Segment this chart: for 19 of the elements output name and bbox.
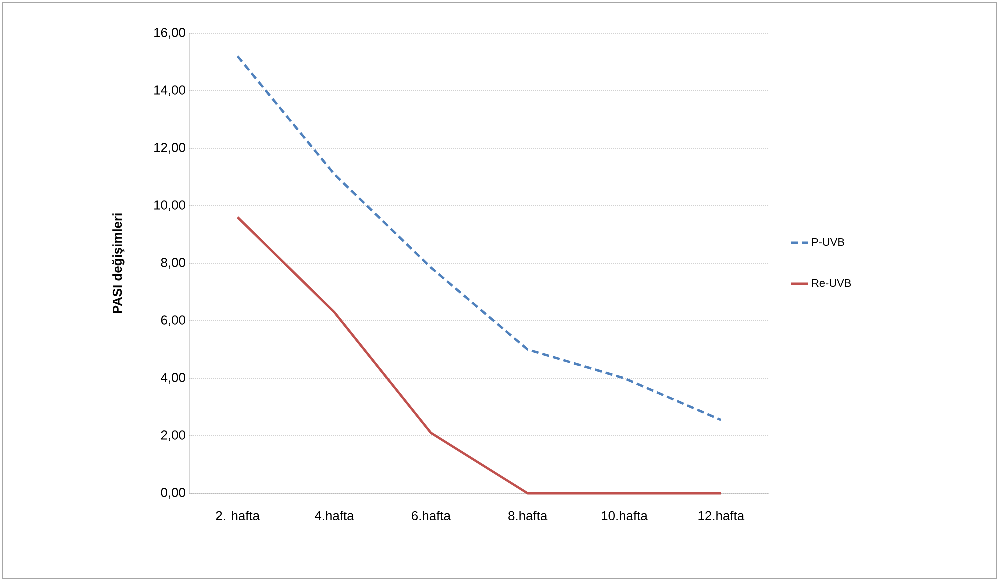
y-tick-label: 10,00	[154, 200, 186, 212]
x-tick-label: 12.hafta	[698, 511, 745, 521]
y-tick-label: 12,00	[154, 143, 186, 154]
y-tick-label: 4,00	[161, 373, 186, 384]
x-tick-label: 4.hafta	[314, 511, 354, 521]
x-tick-label: 6.hafta	[412, 511, 451, 521]
y-tick-label: 0,00	[161, 488, 186, 499]
y-tick-label: 2,00	[161, 430, 186, 442]
legend-label: P-UVB	[812, 238, 844, 246]
y-tick-label: 14,00	[154, 86, 186, 96]
x-tick-label: 10.hafta	[602, 511, 648, 521]
y-axis-title: PASI değişimleri	[112, 214, 125, 314]
y-tick-label: 6,00	[161, 316, 186, 326]
legend-label: Re-UVB	[812, 280, 852, 288]
line-series	[236, 55, 722, 422]
x-tick-label: 8.hafta	[508, 511, 548, 521]
y-tick-label: 16,00	[154, 28, 186, 39]
x-tick-label: 2. hafta	[216, 511, 260, 521]
y-tick-label: 8,00	[161, 258, 186, 269]
